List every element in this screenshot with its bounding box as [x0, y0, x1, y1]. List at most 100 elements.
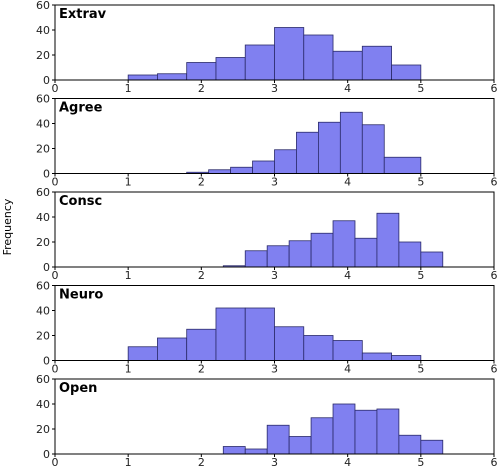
x-tick-label-agree-0: 0: [52, 176, 59, 189]
x-tick-label-consc-3: 3: [271, 269, 278, 282]
y-tick-label-open-3: 60: [36, 373, 50, 386]
x-tick-label-extrav-2: 2: [198, 82, 205, 95]
x-tick-label-agree-4: 4: [344, 176, 351, 189]
x-tick-label-extrav-4: 4: [344, 82, 351, 95]
bar-agree-5: [296, 131, 319, 174]
y-tick-label-agree-3: 60: [36, 93, 50, 106]
x-tick-label-open-5: 5: [417, 456, 424, 468]
x-tick-label-agree-6: 6: [491, 176, 498, 189]
x-tick-label-agree-2: 2: [198, 176, 205, 189]
x-tick-label-extrav-6: 6: [491, 82, 498, 95]
bar-agree-1: [208, 169, 231, 174]
x-tick-label-open-4: 4: [344, 456, 351, 468]
x-tick-label-neuro-0: 0: [52, 363, 59, 376]
bar-consc-2: [266, 245, 290, 268]
panel-title-agree: Agree: [59, 101, 103, 116]
bar-neuro-8: [361, 352, 392, 361]
bar-extrav-8: [361, 45, 392, 81]
x-tick-label-neuro-5: 5: [417, 363, 424, 376]
y-tick-label-neuro-1: 20: [36, 330, 50, 343]
bar-open-5: [332, 403, 356, 455]
x-tick-label-agree-5: 5: [417, 176, 424, 189]
bar-neuro-4: [244, 307, 275, 361]
panel-title-open: Open: [59, 381, 97, 396]
x-tick-label-consc-6: 6: [491, 269, 498, 282]
bar-neuro-5: [274, 326, 305, 361]
bar-neuro-7: [332, 340, 363, 361]
x-tick-label-extrav-3: 3: [271, 82, 278, 95]
bar-neuro-6: [303, 335, 334, 361]
bar-neuro-3: [215, 307, 246, 361]
bar-neuro-9: [391, 355, 422, 361]
bar-extrav-5: [274, 27, 305, 81]
bar-neuro-2: [186, 328, 217, 361]
bar-open-2: [266, 424, 290, 455]
y-tick-label-consc-3: 60: [36, 186, 50, 199]
bar-open-3: [288, 436, 312, 455]
bar-consc-3: [288, 240, 312, 268]
y-tick-label-agree-0: 0: [43, 168, 50, 181]
bar-extrav-1: [157, 73, 188, 81]
x-tick-label-neuro-1: 1: [125, 363, 132, 376]
bar-extrav-3: [215, 57, 246, 81]
y-tick-label-open-0: 0: [43, 448, 50, 461]
y-tick-label-consc-2: 40: [36, 211, 50, 224]
bar-neuro-0: [127, 346, 158, 361]
panel-title-consc: Consc: [59, 194, 102, 209]
bar-extrav-2: [186, 62, 217, 81]
bar-consc-6: [354, 237, 378, 268]
y-tick-label-agree-2: 40: [36, 118, 50, 131]
y-axis-label: Frequency: [1, 198, 14, 256]
y-tick-label-extrav-1: 20: [36, 49, 50, 62]
bar-agree-3: [252, 160, 275, 174]
x-tick-label-consc-0: 0: [52, 269, 59, 282]
x-tick-label-agree-3: 3: [271, 176, 278, 189]
x-tick-label-open-3: 3: [271, 456, 278, 468]
x-tick-label-extrav-5: 5: [417, 82, 424, 95]
bar-neuro-1: [157, 337, 188, 361]
bar-open-4: [310, 417, 334, 455]
x-tick-label-consc-4: 4: [344, 269, 351, 282]
bar-open-8: [398, 434, 422, 455]
x-tick-label-open-2: 2: [198, 456, 205, 468]
bar-open-9: [420, 439, 444, 455]
bar-extrav-0: [127, 74, 158, 81]
x-tick-label-open-1: 1: [125, 456, 132, 468]
bar-consc-9: [420, 251, 444, 268]
bar-agree-6: [317, 121, 341, 174]
y-tick-label-agree-1: 20: [36, 143, 50, 156]
bar-consc-1: [244, 250, 268, 268]
panel-title-extrav: Extrav: [59, 7, 107, 22]
bar-agree-2: [230, 166, 253, 174]
x-tick-label-consc-1: 1: [125, 269, 132, 282]
y-tick-label-open-2: 40: [36, 398, 50, 411]
bar-extrav-4: [244, 44, 275, 81]
x-tick-label-extrav-0: 0: [52, 82, 59, 95]
y-tick-label-consc-0: 0: [43, 261, 50, 274]
bar-consc-4: [310, 232, 334, 268]
bar-extrav-9: [391, 64, 422, 81]
bar-extrav-6: [303, 34, 334, 81]
x-tick-label-extrav-1: 1: [125, 82, 132, 95]
y-tick-label-open-1: 20: [36, 423, 50, 436]
bar-consc-8: [398, 241, 422, 268]
y-tick-label-neuro-3: 60: [36, 280, 50, 293]
y-tick-label-extrav-2: 40: [36, 24, 50, 37]
x-tick-label-neuro-2: 2: [198, 363, 205, 376]
bar-agree-9: [383, 156, 422, 174]
y-tick-label-extrav-0: 0: [43, 74, 50, 87]
bar-open-1: [244, 448, 268, 455]
panel-title-neuro: Neuro: [59, 288, 103, 303]
y-tick-label-neuro-2: 40: [36, 305, 50, 318]
bar-open-6: [354, 409, 378, 455]
bar-agree-4: [274, 149, 297, 174]
bar-open-0: [222, 446, 246, 455]
bar-open-7: [376, 408, 400, 455]
x-tick-label-agree-1: 1: [125, 176, 132, 189]
